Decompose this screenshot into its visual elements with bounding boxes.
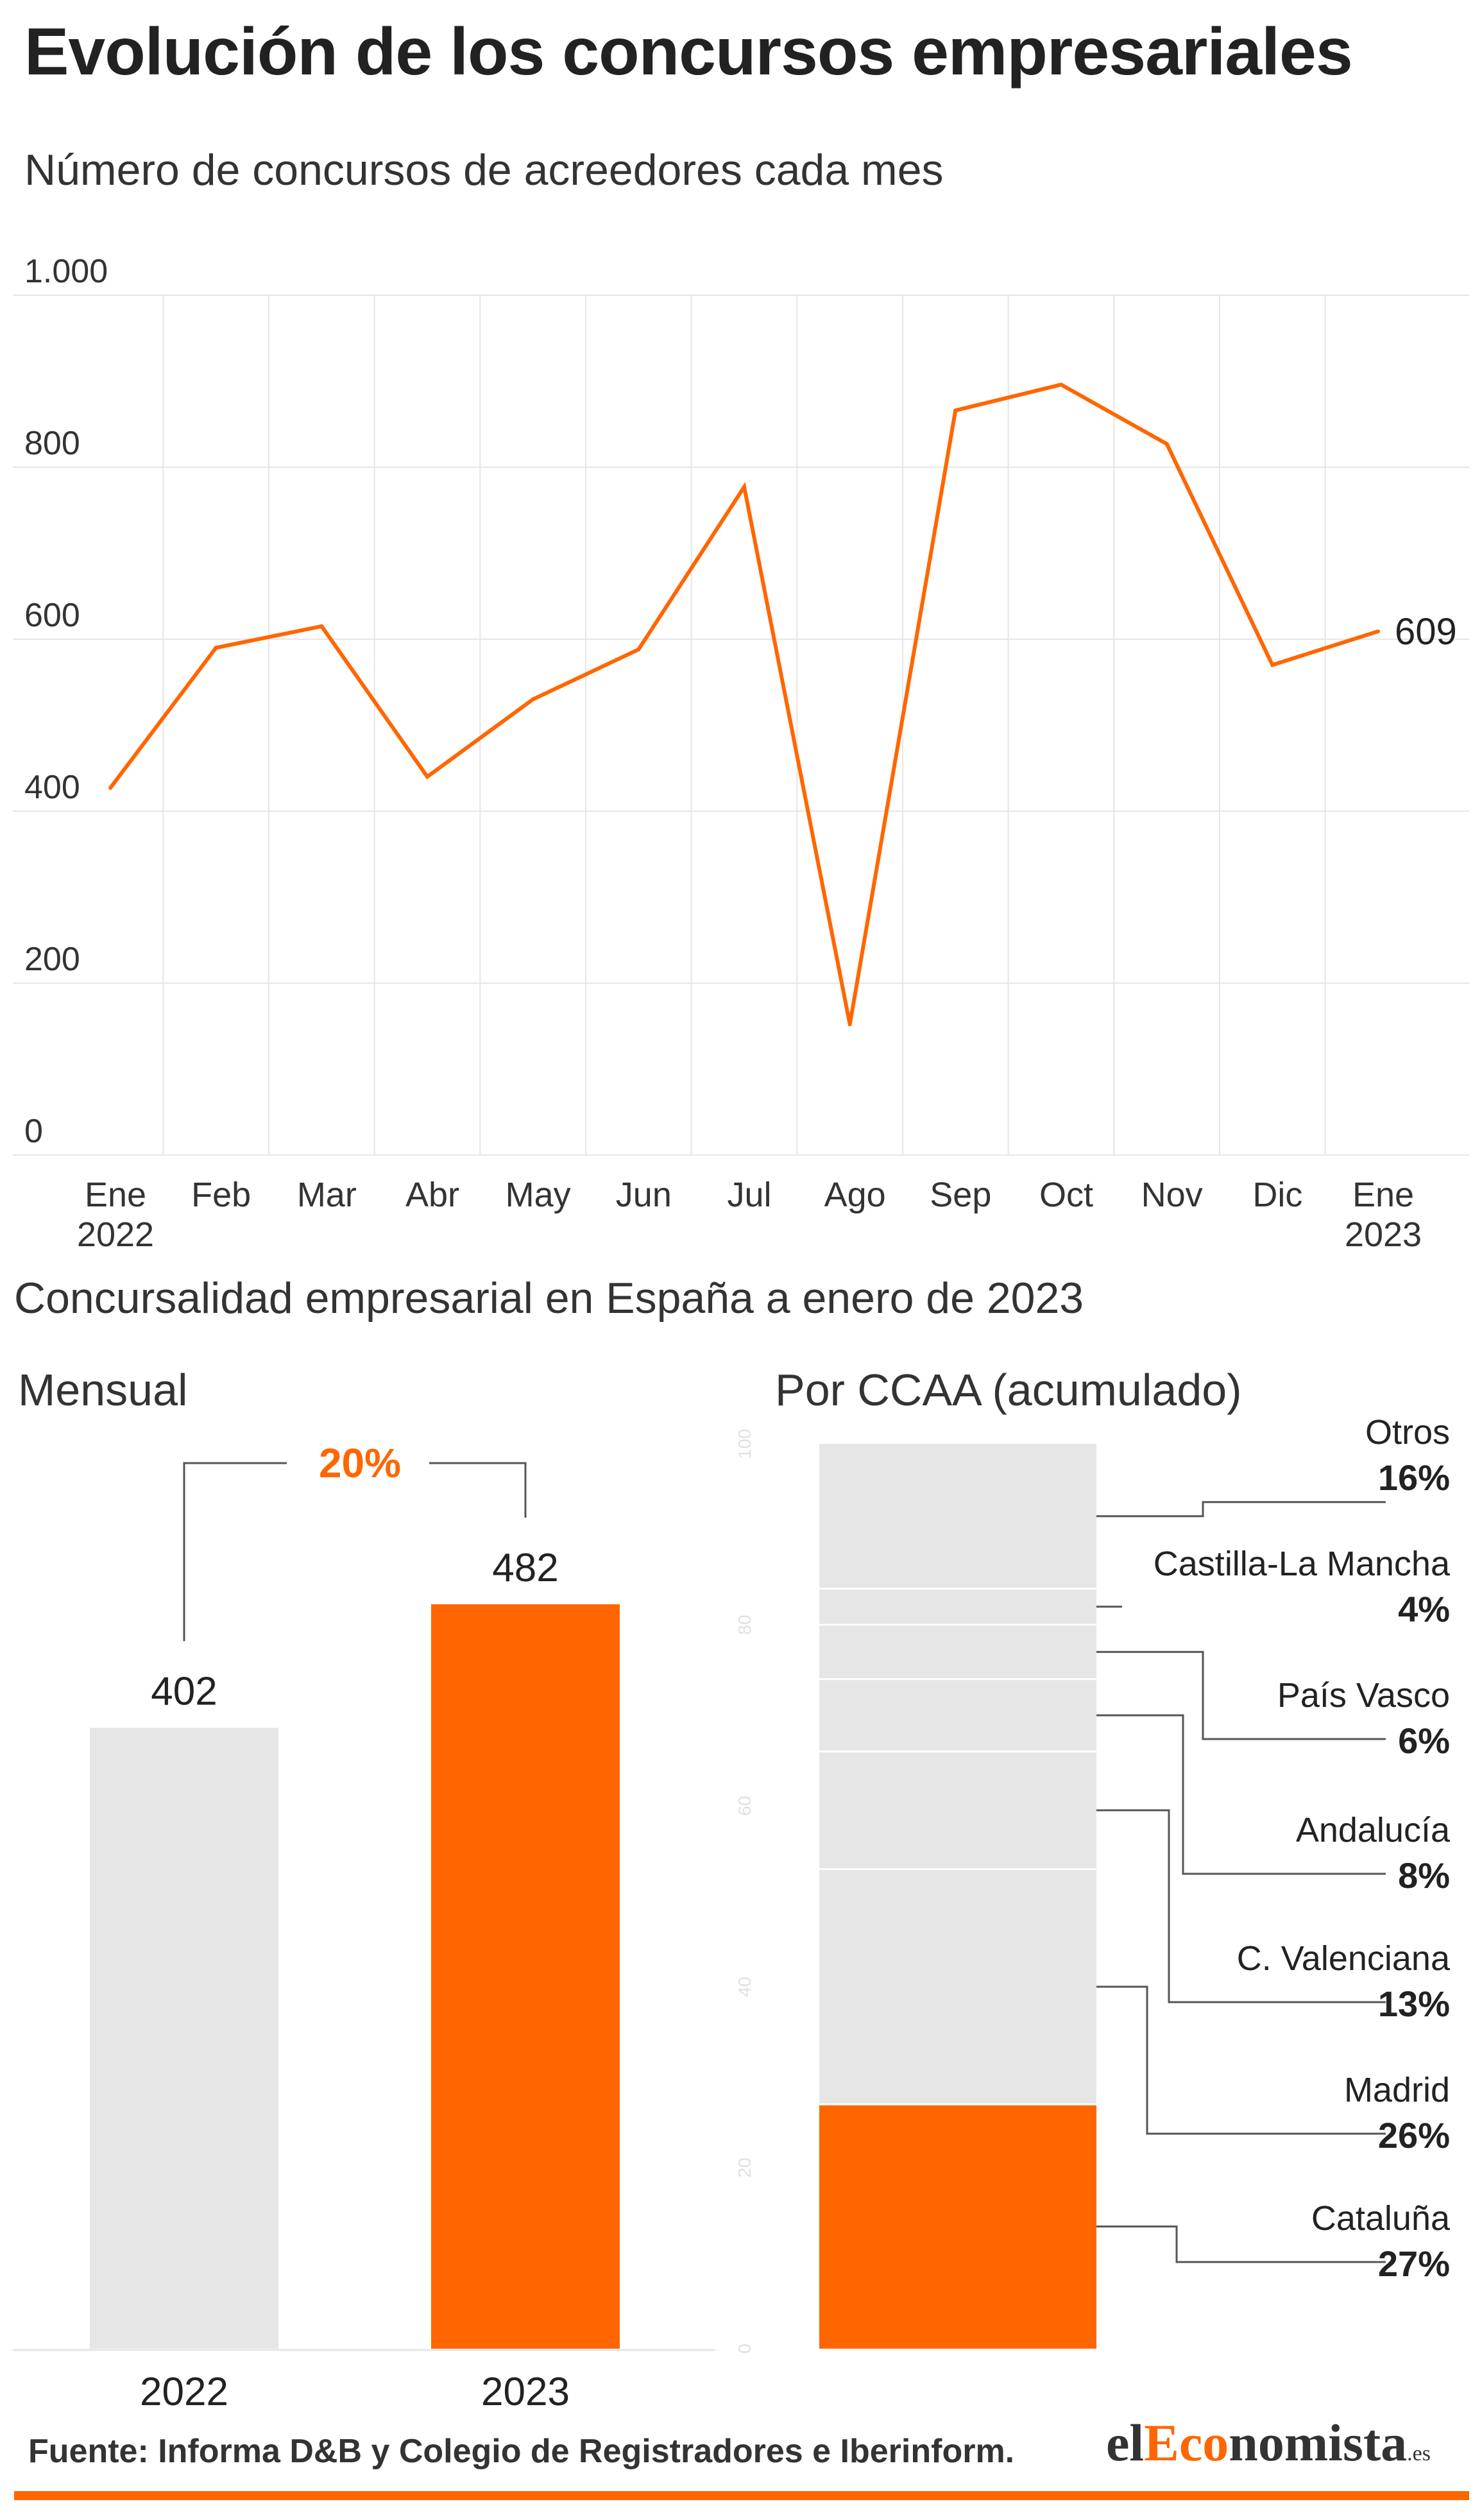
x-tick-label: 2023 [1345, 1215, 1422, 1254]
bar-category-label: 2023 [481, 2370, 570, 2406]
segment-name-label: Madrid [1344, 2071, 1450, 2109]
stack-segment-Madrid [819, 1869, 1096, 2105]
stacked-chart-title: Por CCAA (acumulado) [775, 1365, 1242, 1415]
section-title: Concursalidad empresarial en España a en… [14, 1274, 1084, 1323]
data-line [108, 382, 1379, 1025]
axis-tick-label: 80 [738, 1615, 754, 1634]
end-value-label: 609 [1395, 611, 1457, 653]
data-point [108, 785, 112, 790]
x-tick-label: Ago [824, 1176, 886, 1214]
y-tick-label: 600 [24, 597, 80, 634]
data-point [1376, 629, 1380, 633]
bar-value-label: 482 [492, 1546, 558, 1590]
stack-segment-Andalucía [819, 1679, 1096, 1752]
y-tick-label: 400 [24, 769, 80, 806]
y-tick-label: 800 [24, 425, 80, 462]
axis-tick-label: 60 [738, 1796, 754, 1815]
stacked-bar-chart: 0 20 40 60 80 100 Cataluña 27% Madrid 26% C. Valen… [738, 1413, 1451, 2354]
bar-2023 [431, 1604, 620, 2349]
data-point [319, 624, 324, 628]
bar-2022 [90, 1727, 278, 2349]
x-tick-label: Nov [1141, 1176, 1203, 1214]
y-tick-label: 1.000 [24, 253, 108, 290]
segment-name-label: Cataluña [1311, 2199, 1451, 2238]
x-tick-label: Jul [727, 1176, 771, 1214]
segment-name-label: País Vasco [1277, 1676, 1450, 1715]
source-note: Fuente: Informa D&B y Colegio de Registr… [28, 2433, 1015, 2470]
bottom-rule [14, 2491, 1469, 2500]
bar-category-label: 2022 [140, 2370, 228, 2406]
data-point [953, 408, 958, 413]
axis-tick-label: 20 [738, 2157, 754, 2177]
segment-leader-line [1096, 1501, 1386, 1518]
stack-segment-Otros [819, 1444, 1096, 1589]
x-tick-label: Feb [191, 1176, 251, 1214]
x-tick-label: 2022 [77, 1215, 154, 1254]
axis-tick-label: 100 [738, 1429, 754, 1459]
segment-leader-line [1096, 1809, 1386, 2003]
change-bracket-right [429, 1462, 527, 1518]
logo-part2: Eco [1144, 2413, 1229, 2472]
segment-name-label: Andalucía [1296, 1811, 1451, 1849]
segment-name-label: C. Valenciana [1237, 1939, 1451, 1978]
x-tick-label: Abr [405, 1176, 459, 1214]
data-point [425, 775, 429, 779]
segment-leader-line [1096, 2225, 1386, 2263]
axis-tick-label: 40 [738, 1976, 754, 1996]
segment-name-label: Castilla-La Mancha [1154, 1545, 1451, 1583]
x-tick-label: Ene [1352, 1176, 1414, 1214]
bar-value-label: 402 [151, 1670, 217, 1714]
bar-chart-title: Mensual [18, 1365, 188, 1415]
x-tick-label: Dic [1252, 1176, 1302, 1214]
segment-leader-line [1096, 1650, 1386, 1740]
change-label: 20% [319, 1440, 401, 1486]
bar-chart: 402 2022 482 2023 20% [13, 1440, 715, 2406]
segment-percent-label: 4% [1398, 1589, 1450, 1629]
segment-name-label: Otros [1365, 1413, 1450, 1452]
data-point [531, 697, 535, 701]
data-point [1164, 441, 1169, 446]
change-bracket-left [183, 1462, 287, 1641]
y-tick-label: 200 [24, 941, 80, 978]
segment-percent-label: 13% [1378, 1984, 1450, 2024]
stack-segment-C. Valenciana [819, 1751, 1096, 1869]
segment-percent-label: 26% [1378, 2115, 1450, 2156]
logo-tld: .es [1407, 2442, 1431, 2465]
segment-percent-label: 6% [1398, 1720, 1450, 1761]
x-tick-label: Sep [930, 1176, 991, 1214]
data-point [1059, 382, 1063, 387]
data-point [636, 647, 641, 652]
x-tick-label: Ene [85, 1176, 146, 1214]
segment-percent-label: 8% [1398, 1855, 1450, 1896]
x-tick-label: May [506, 1176, 571, 1214]
data-point [847, 1022, 852, 1027]
x-tick-label: Mar [297, 1176, 357, 1214]
data-point [742, 484, 746, 489]
segment-leader-line [1096, 1985, 1386, 2135]
axis-tick-label: 0 [738, 2344, 754, 2354]
x-tick-label: Oct [1039, 1176, 1093, 1214]
segment-leader-line [1096, 1714, 1386, 1875]
data-point [214, 646, 218, 650]
segment-percent-label: 27% [1378, 2243, 1450, 2284]
line-chart-title: Número de concursos de acreedores cada m… [24, 146, 944, 194]
segment-percent-label: 16% [1378, 1457, 1450, 1498]
stack-segment-País Vasco [819, 1625, 1096, 1679]
x-tick-label: Jun [616, 1176, 672, 1214]
logo-part1: el [1105, 2413, 1145, 2472]
data-point [1270, 663, 1275, 667]
stack-segment-Castilla-La Mancha [819, 1588, 1096, 1625]
logo-part3: nomista [1229, 2413, 1408, 2472]
page-title: Evolución de los concursos empresariales [24, 15, 1353, 89]
stack-segment-Cataluña [819, 2104, 1096, 2349]
y-tick-label: 0 [24, 1113, 43, 1150]
brand-logo: elEconomista.es [1106, 2413, 1431, 2473]
